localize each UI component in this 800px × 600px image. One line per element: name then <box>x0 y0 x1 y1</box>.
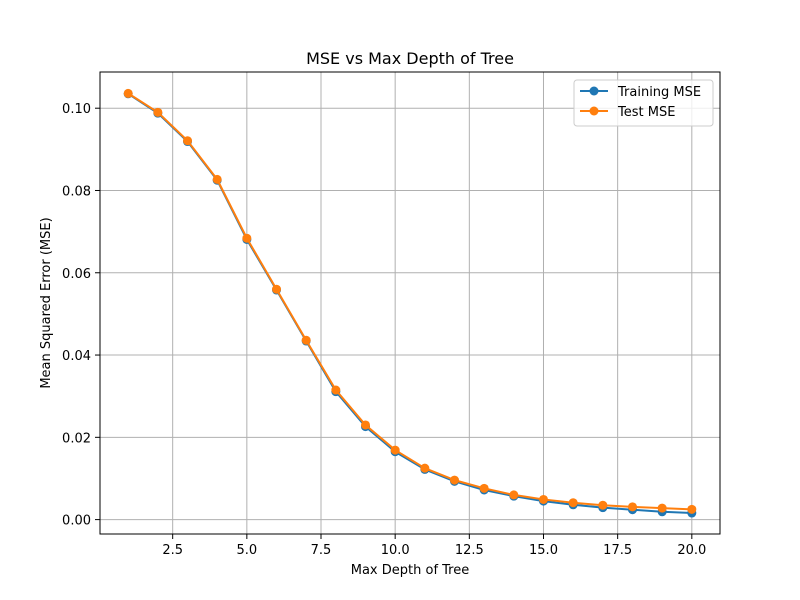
data-point-test <box>390 445 400 455</box>
x-axis-ticks: 2.5 5.0 7.5 10.0 12.5 15.0 17.5 20.0 <box>162 534 706 558</box>
x-tick-label: 2.5 <box>162 543 183 558</box>
data-point-test <box>479 483 489 493</box>
data-point-test <box>212 174 222 184</box>
data-point-test <box>627 502 637 512</box>
y-tick-label: 0.00 <box>62 514 91 529</box>
chart-title: MSE vs Max Depth of Tree <box>306 49 514 68</box>
x-tick-label: 7.5 <box>311 543 332 558</box>
legend: Training MSE Test MSE <box>573 79 714 127</box>
x-tick-label: 5.0 <box>236 543 257 558</box>
data-point-test <box>509 490 519 500</box>
series-layer <box>123 88 697 518</box>
data-point-test <box>538 494 548 504</box>
x-tick-label: 20.0 <box>677 543 706 558</box>
x-tick-label: 12.5 <box>455 543 484 558</box>
data-point-test <box>301 335 311 345</box>
plot-frame <box>99 71 721 535</box>
legend-label-test: Test MSE <box>617 105 675 120</box>
data-point-test <box>449 475 459 485</box>
y-tick-label: 0.02 <box>62 431 91 446</box>
legend-box <box>573 79 714 127</box>
data-point-test <box>657 503 667 513</box>
data-point-test <box>331 385 341 395</box>
y-tick-label: 0.04 <box>62 349 91 364</box>
data-point-test <box>568 498 578 508</box>
y-tick-label: 0.06 <box>62 267 91 282</box>
legend-label-training: Training MSE <box>617 85 701 100</box>
legend-marker-test <box>589 106 599 116</box>
x-axis-label: Max Depth of Tree <box>351 563 470 578</box>
grid <box>100 72 720 534</box>
data-point-test <box>272 284 282 294</box>
data-point-test <box>687 504 697 514</box>
x-tick-label: 15.0 <box>529 543 558 558</box>
data-point-test <box>123 88 133 98</box>
data-point-test <box>420 463 430 473</box>
y-tick-label: 0.10 <box>62 102 91 117</box>
x-tick-label: 10.0 <box>381 543 410 558</box>
series-line-test <box>127 92 692 511</box>
data-point-test <box>598 500 608 510</box>
x-tick-label: 17.5 <box>603 543 632 558</box>
data-point-test <box>153 107 163 117</box>
data-point-test <box>242 233 252 243</box>
y-axis-label: Mean Squared Error (MSE) <box>39 217 54 388</box>
y-tick-label: 0.08 <box>62 184 91 199</box>
legend-marker-training <box>589 86 599 96</box>
y-axis-ticks: 0.00 0.02 0.04 0.06 0.08 0.10 <box>62 102 100 529</box>
data-point-test <box>183 136 193 146</box>
data-point-test <box>361 420 371 430</box>
series-test <box>123 88 697 514</box>
